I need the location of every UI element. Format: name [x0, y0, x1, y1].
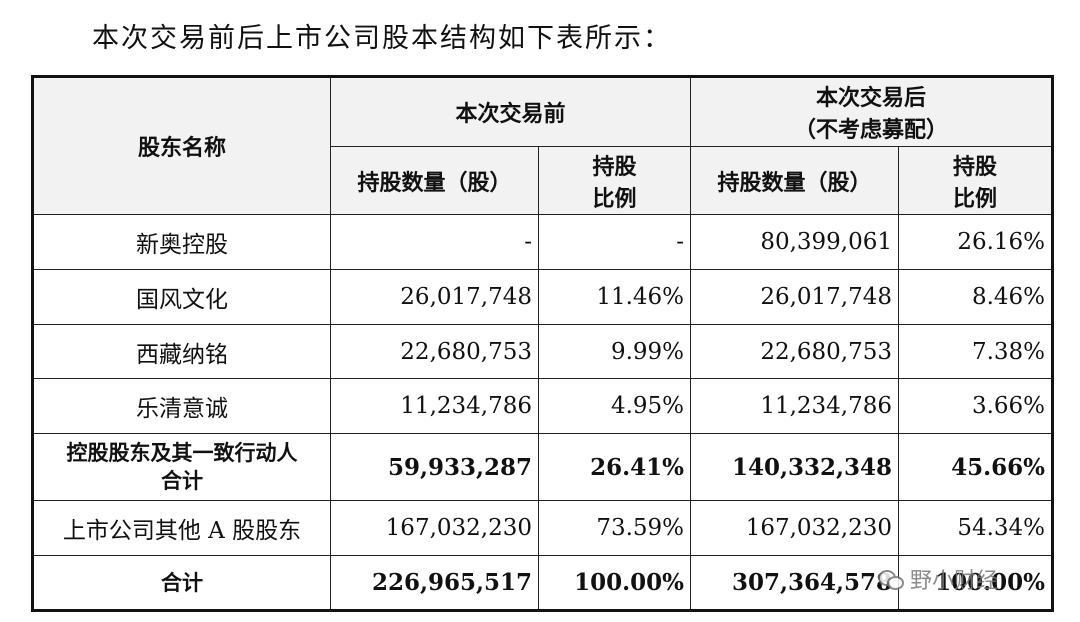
table-row: 新奥控股 - - 80,399,061 26.16%: [31, 214, 1055, 270]
header-after-line1: 本次交易后: [816, 86, 927, 111]
row-name: 控股股东及其一致行动人 合计: [31, 433, 331, 501]
shares-after: 11,234,786: [690, 378, 900, 434]
header-ratio-before-line2: 比例: [592, 186, 637, 212]
row-name-line2: 合计: [161, 469, 203, 493]
watermark-text: 野小财经: [910, 569, 999, 594]
table-row-total: 合计 226,965,517 100.00% 307,364,578 100.0…: [31, 555, 1055, 612]
header-ratio-after: 持股 比例: [898, 146, 1055, 215]
ratio-before: 4.95%: [537, 378, 692, 434]
ratio-after: 3.66%: [898, 378, 1055, 434]
table-row-controlling-subtotal: 控股股东及其一致行动人 合计 59,933,287 26.41% 140,332…: [31, 433, 1055, 501]
table-row: 乐清意诚 11,234,786 4.95% 11,234,786 3.66%: [31, 378, 1055, 434]
shares-after: 167,032,230: [690, 500, 900, 556]
shares-after: 307,364,578: [690, 555, 900, 612]
shares-after: 22,680,753: [690, 324, 900, 379]
share-structure-table: 股东名称 本次交易前 本次交易后 （不考虑募配） 持股数量（股） 持股 比例 持…: [31, 75, 1055, 612]
wechat-icon: [878, 568, 904, 590]
table-row: 上市公司其他 A 股股东 167,032,230 73.59% 167,032,…: [31, 500, 1055, 556]
ratio-before: -: [537, 214, 692, 270]
shares-after: 80,399,061: [690, 214, 900, 270]
header-after-line2: （不考虑募配）: [794, 118, 949, 143]
shares-before: 26,017,748: [330, 269, 539, 325]
row-name: 乐清意诚: [31, 378, 331, 434]
table-row: 西藏纳铭 22,680,753 9.99% 22,680,753 7.38%: [31, 324, 1055, 379]
shares-before: 22,680,753: [330, 324, 539, 379]
shares-before: 226,965,517: [330, 555, 539, 612]
header-ratio-before-line1: 持股: [592, 154, 637, 180]
header-after-group: 本次交易后 （不考虑募配）: [690, 75, 1055, 147]
header-ratio-after-line2: 比例: [953, 186, 998, 212]
shares-after: 140,332,348: [690, 433, 900, 501]
header-ratio-before: 持股 比例: [537, 146, 692, 215]
row-name: 国风文化: [31, 269, 331, 325]
table-row: 国风文化 26,017,748 11.46% 26,017,748 8.46%: [31, 269, 1055, 325]
ratio-before: 11.46%: [537, 269, 692, 325]
row-name-line1: 控股股东及其一致行动人: [66, 441, 298, 465]
ratio-before: 73.59%: [537, 500, 692, 556]
shares-before: -: [330, 214, 539, 270]
ratio-after: 7.38%: [898, 324, 1055, 379]
row-name: 西藏纳铭: [31, 324, 331, 379]
shares-before: 59,933,287: [330, 433, 539, 501]
ratio-after: 45.66%: [898, 433, 1055, 501]
ratio-before: 9.99%: [537, 324, 692, 379]
ratio-after: 8.46%: [898, 269, 1055, 325]
ratio-before: 26.41%: [537, 433, 692, 501]
intro-text: 本次交易前后上市公司股本结构如下表所示：: [92, 23, 672, 54]
shares-after: 26,017,748: [690, 269, 900, 325]
watermark: 野小财经: [878, 563, 998, 595]
ratio-after: 54.34%: [898, 500, 1055, 556]
ratio-after: 100.00%: [898, 555, 1055, 612]
ratio-before: 100.00%: [537, 555, 692, 612]
row-name: 合计: [31, 555, 331, 612]
header-shareholder-name: 股东名称: [31, 75, 331, 215]
shares-before: 11,234,786: [330, 378, 539, 434]
ratio-after: 26.16%: [898, 214, 1055, 270]
header-shares-after: 持股数量（股）: [690, 146, 900, 215]
header-shares-before: 持股数量（股）: [330, 146, 539, 215]
row-name: 上市公司其他 A 股股东: [31, 500, 331, 556]
row-name: 新奥控股: [31, 214, 331, 270]
header-ratio-after-line1: 持股: [953, 154, 998, 180]
header-before-group: 本次交易前: [329, 75, 692, 147]
shares-before: 167,032,230: [330, 500, 539, 556]
